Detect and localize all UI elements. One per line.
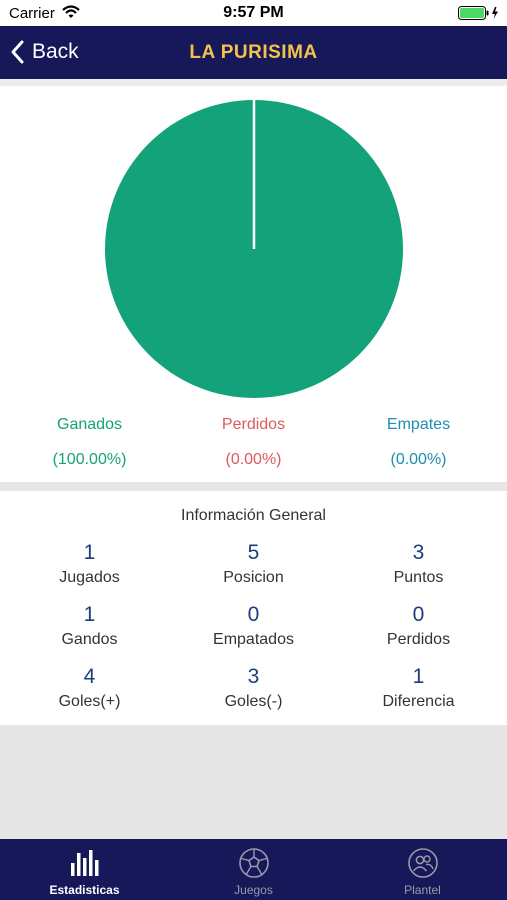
stat-label: Diferencia xyxy=(382,693,455,710)
stat-label: Goles(+) xyxy=(58,693,121,710)
page-title: LA PURISIMA xyxy=(189,42,318,63)
status-bar: Carrier 9:57 PM xyxy=(0,0,507,26)
stat-value: 1 xyxy=(83,541,96,564)
players-icon xyxy=(408,848,438,878)
general-info-section: Información General 1 Jugados 5 Posicion… xyxy=(0,491,507,725)
general-info-title: Información General xyxy=(181,507,326,524)
legend-percent-empates: (0.00%) xyxy=(390,451,447,468)
stat-perdidos: 0 Perdidos xyxy=(334,603,503,649)
tab-plantel[interactable]: Plantel xyxy=(338,839,507,900)
stat-value: 3 xyxy=(247,665,260,688)
legend-label-perdidos: Perdidos xyxy=(221,416,286,433)
tab-estadisticas[interactable]: Estadisticas xyxy=(0,839,169,900)
stat-posicion: 5 Posicion xyxy=(169,541,338,587)
stat-value: 3 xyxy=(412,541,425,564)
section-divider xyxy=(0,482,507,491)
stat-value: 0 xyxy=(247,603,260,626)
legend-percent-perdidos: (0.00%) xyxy=(225,451,282,468)
stat-gandos: 1 Gandos xyxy=(5,603,174,649)
results-chart-section: Ganados Perdidos Empates (100.00%) (0.00… xyxy=(0,86,507,482)
stat-diferencia: 1 Diferencia xyxy=(334,665,503,711)
stat-jugados: 1 Jugados xyxy=(5,541,174,587)
legend-label-empates: Empates xyxy=(386,416,451,433)
back-button[interactable]: Back xyxy=(10,36,79,68)
back-label: Back xyxy=(32,40,79,63)
stat-goles-favor: 4 Goles(+) xyxy=(5,665,174,711)
tab-juegos[interactable]: Juegos xyxy=(169,839,338,900)
tab-label: Estadisticas xyxy=(49,883,120,897)
stat-label: Posicion xyxy=(223,569,284,586)
stat-puntos: 3 Puntos xyxy=(334,541,503,587)
stat-empatados: 0 Empatados xyxy=(169,603,338,649)
bar-chart-icon xyxy=(71,850,99,876)
stat-label: Puntos xyxy=(393,569,444,586)
tab-bar: Estadisticas Juegos Plantel xyxy=(0,839,507,900)
header-gap xyxy=(0,79,507,86)
tab-label: Juegos xyxy=(234,883,273,897)
legend-label-ganados: Ganados xyxy=(57,416,122,433)
chevron-left-icon xyxy=(11,40,24,64)
stat-label: Gandos xyxy=(61,631,118,648)
soccer-ball-icon xyxy=(239,848,269,878)
wifi-icon xyxy=(62,5,80,18)
legend-percent-ganados: (100.00%) xyxy=(52,451,127,468)
stat-goles-contra: 3 Goles(-) xyxy=(169,665,338,711)
results-pie-chart xyxy=(105,100,403,398)
stat-value: 5 xyxy=(247,541,260,564)
stat-value: 0 xyxy=(412,603,425,626)
carrier-label: Carrier xyxy=(9,5,55,22)
tab-label: Plantel xyxy=(404,883,441,897)
status-time: 9:57 PM xyxy=(223,4,284,21)
navigation-bar: Back LA PURISIMA xyxy=(0,26,507,79)
stat-value: 1 xyxy=(83,603,96,626)
stat-label: Empatados xyxy=(213,631,294,648)
stat-value: 4 xyxy=(83,665,96,688)
stat-label: Goles(-) xyxy=(224,693,283,710)
stat-value: 1 xyxy=(412,665,425,688)
battery-icon xyxy=(458,6,498,20)
stat-label: Perdidos xyxy=(386,631,451,648)
stat-label: Jugados xyxy=(59,569,120,586)
